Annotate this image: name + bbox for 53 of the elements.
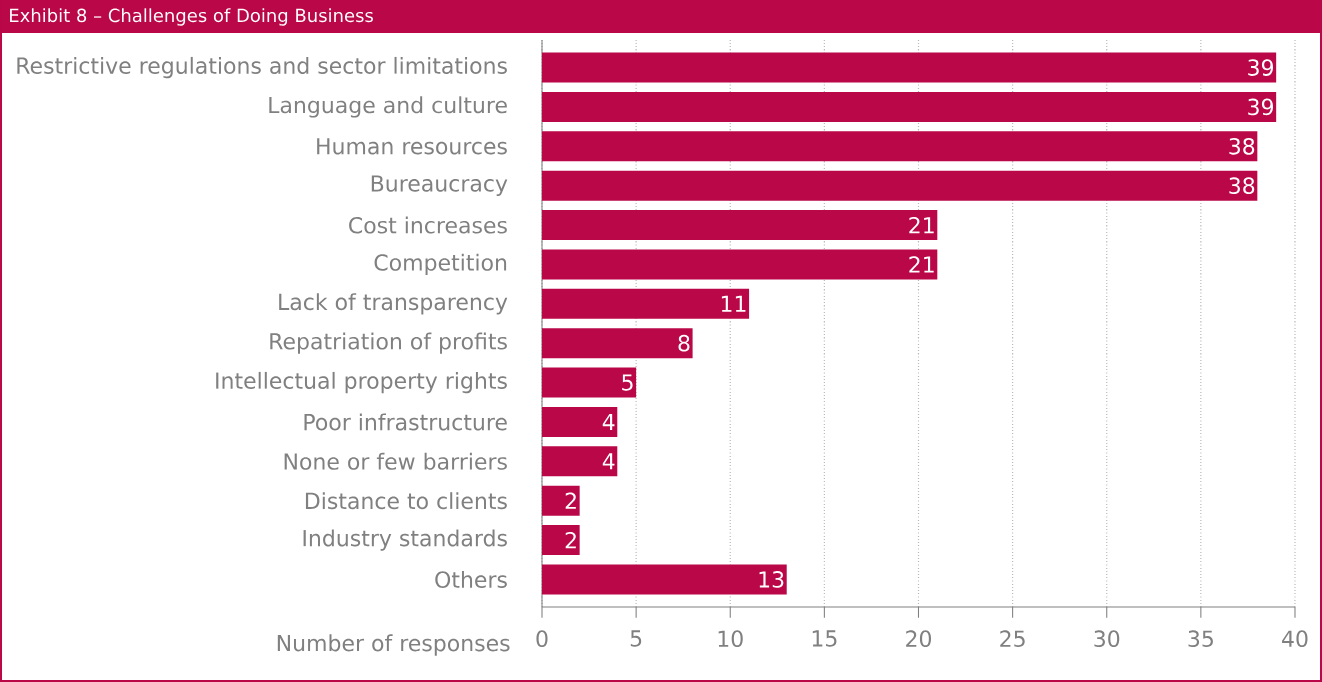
y-tick-label: Human resources [317, 138, 507, 155]
data-label: 21 [909, 216, 934, 234]
y-tick-label: Repatriation of profits [270, 332, 507, 354]
bar [542, 485, 580, 516]
data-label: 5 [622, 374, 633, 391]
y-tick-label: Competition [374, 253, 507, 276]
x-tick-label: 20 [906, 630, 932, 648]
data-label: 39 [1248, 59, 1273, 76]
data-label: 4 [602, 453, 615, 470]
data-label: 11 [721, 295, 746, 312]
x-tick-label: 25 [1000, 630, 1025, 648]
y-tick-label: Restrictive regulations and sector limitations [17, 56, 507, 79]
bar [542, 406, 618, 437]
bar [542, 210, 938, 241]
bar [542, 367, 637, 398]
y-tick-label: Lack of transparency [279, 293, 508, 315]
y-tick-label: Industry standards [303, 529, 507, 551]
y-tick-label: Distance to clients [305, 492, 507, 510]
y-tick-label: Bureaucracy [371, 175, 508, 196]
y-tick-label: None or few barriers [284, 452, 507, 470]
bar [542, 564, 787, 595]
x-axis-title: Number of responses [277, 634, 510, 656]
bar [542, 52, 1277, 83]
y-tick-label: Cost increases [349, 216, 507, 234]
data-label: 2 [565, 531, 576, 549]
data-label: 21 [909, 256, 934, 273]
data-label: 38 [1229, 137, 1255, 155]
data-label: 8 [678, 334, 690, 352]
y-tick-label: Language and culture [269, 96, 507, 118]
bar [542, 170, 1258, 201]
data-label: 2 [565, 492, 576, 509]
x-tick-label: 35 [1188, 630, 1213, 648]
x-tick-label: 5 [630, 630, 642, 647]
x-tick-label: 40 [1282, 630, 1308, 648]
bar [542, 249, 938, 280]
bar [542, 131, 1258, 162]
data-label: 39 [1248, 98, 1273, 116]
bar [542, 446, 618, 477]
bar [542, 328, 693, 359]
y-tick-label: Intellectual property rights [216, 371, 507, 394]
bar [542, 525, 580, 556]
data-label: 13 [759, 571, 784, 588]
y-tick-label: Others [435, 570, 507, 588]
x-tick-label: 10 [718, 630, 743, 648]
y-tick-label: Poor infrastructure [304, 413, 507, 431]
bar [542, 288, 750, 319]
text: Exhibit 8 – Challenges of Doing Business [10, 8, 373, 26]
bar [542, 91, 1277, 122]
x-tick-label: 0 [536, 630, 548, 648]
x-tick-label: 15 [812, 630, 837, 647]
data-label: 4 [602, 413, 615, 430]
data-label: 38 [1229, 177, 1255, 195]
x-tick-label: 30 [1094, 630, 1120, 648]
